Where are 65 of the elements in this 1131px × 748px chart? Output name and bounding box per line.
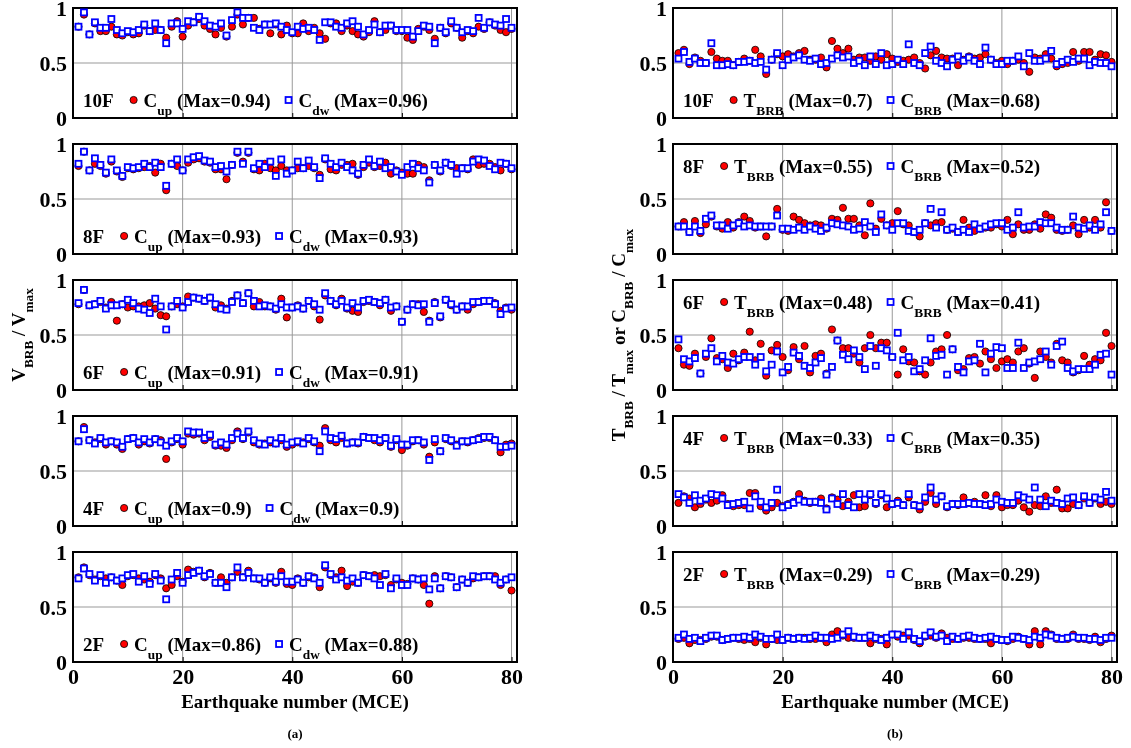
- y-tick-label: 0: [656, 241, 667, 267]
- y-tick-label: 1: [56, 539, 67, 565]
- legend-label: T$_{BRB}$ (Max=0.33): [734, 427, 873, 456]
- x-tick-label: 40: [281, 663, 304, 689]
- x-axis-title: Earthquake number (MCE): [181, 691, 409, 713]
- y-tick-label: 0.5: [639, 594, 667, 620]
- y-tick-label: 0.5: [39, 594, 67, 620]
- text: (a): [287, 726, 303, 741]
- legend-label: T$_{BRB}$ (Max=0.48): [734, 291, 873, 320]
- legend-title: 8F: [83, 225, 105, 247]
- y-tick-label: 0.5: [639, 50, 667, 76]
- x-tick-label: 80: [501, 663, 524, 689]
- legend-title: 10F: [83, 89, 114, 111]
- legend-label: C$_{dw}$ (Max=0.9): [279, 497, 400, 526]
- y-tick-label: 1: [56, 267, 67, 293]
- legend-title: 10F: [683, 89, 714, 111]
- y-tick-label: 1: [656, 403, 667, 429]
- x-tick-label: 60: [391, 663, 414, 689]
- legend-label: C$_{dw}$ (Max=0.93): [289, 225, 419, 254]
- legend-title: 6F: [83, 361, 105, 383]
- y-tick-label: 0.5: [639, 458, 667, 484]
- legend-label: C$_{dw}$ (Max=0.91): [289, 361, 419, 390]
- y-tick-label: 0: [56, 377, 67, 403]
- x-tick-label: 20: [772, 663, 795, 689]
- legend-title: 4F: [83, 497, 105, 519]
- legend-title: 2F: [683, 563, 705, 585]
- legend-label: C$_{dw}$ (Max=0.96): [298, 89, 428, 118]
- y-tick-label: 0: [656, 105, 667, 131]
- y-tick-label: 0: [656, 513, 667, 539]
- y-tick-label: 0: [656, 377, 667, 403]
- legend-label: C$_{BRB}$ (Max=0.41): [900, 291, 1041, 320]
- legend-label: T$_{BRB}$ (Max=0.7): [743, 89, 873, 118]
- x-tick-label: 20: [172, 663, 195, 689]
- x-tick-label: 80: [1101, 663, 1124, 689]
- y-tick-label: 1: [656, 267, 667, 293]
- y-tick-label: 1: [56, 0, 67, 21]
- legend-label: C$_{dw}$ (Max=0.88): [289, 633, 419, 662]
- y-tick-label: 0.5: [39, 50, 67, 76]
- y-tick-label: 0: [56, 513, 67, 539]
- y-tick-label: 1: [56, 403, 67, 429]
- y-tick-label: 1: [656, 131, 667, 157]
- legend-title: 2F: [83, 633, 105, 655]
- legend-label: T$_{BRB}$ (Max=0.29): [734, 563, 873, 592]
- x-tick-label: 40: [881, 663, 904, 689]
- legend-label: C$_{BRB}$ (Max=0.68): [900, 89, 1041, 118]
- y-tick-label: 0: [56, 105, 67, 131]
- legend-title: 4F: [683, 427, 705, 449]
- text: (b): [887, 726, 903, 741]
- y-tick-label: 1: [656, 0, 667, 21]
- y-tick-label: 0.5: [639, 322, 667, 348]
- legend-label: C$_{BRB}$ (Max=0.52): [900, 155, 1041, 184]
- y-tick-label: 0.5: [639, 186, 667, 212]
- y-tick-label: 0.5: [39, 322, 67, 348]
- y-tick-label: 0.5: [39, 458, 67, 484]
- y-tick-label: 1: [656, 539, 667, 565]
- y-tick-label: 0.5: [39, 186, 67, 212]
- legend-title: 8F: [683, 155, 705, 177]
- legend-title: 6F: [683, 291, 705, 313]
- legend-label: C$_{BRB}$ (Max=0.35): [900, 427, 1041, 456]
- legend-label: T$_{BRB}$ (Max=0.55): [734, 155, 873, 184]
- y-tick-label: 0: [56, 241, 67, 267]
- x-tick-label: 60: [991, 663, 1014, 689]
- x-axis-title: Earthquake number (MCE): [781, 691, 1009, 713]
- legend-label: C$_{BRB}$ (Max=0.29): [900, 563, 1041, 592]
- y-tick-label: 1: [56, 131, 67, 157]
